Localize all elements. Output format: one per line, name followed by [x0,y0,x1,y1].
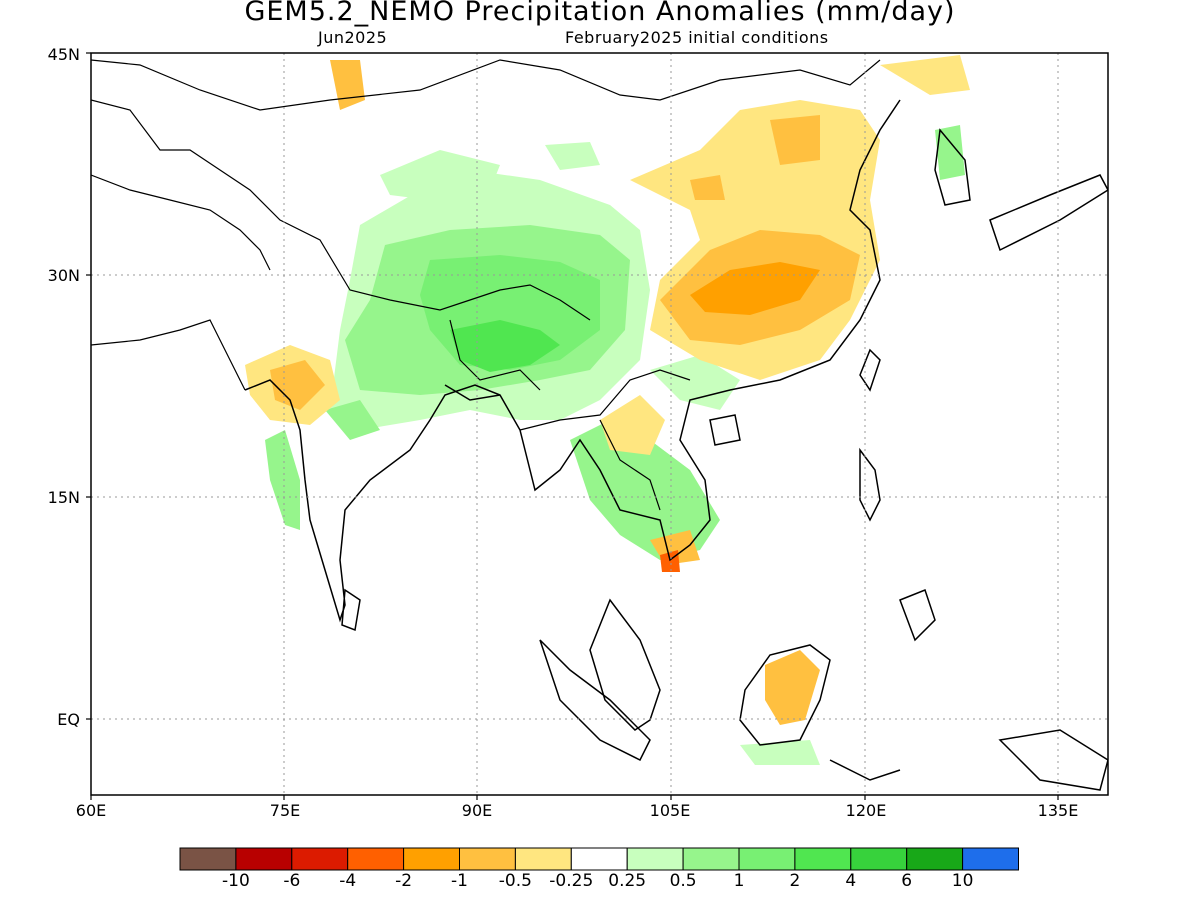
colorbar-tick-label: -2 [395,871,413,891]
lon-label-60e: 60E [75,801,107,820]
map-title: GEM5.2_NEMO Precipitation Anomalies (mm/… [244,0,956,27]
colorbar-swatch [794,847,852,871]
anomaly-wet-south-china [650,355,740,410]
colorbar-swatch [403,847,461,871]
valid-month-label: Jun2025 [318,28,388,47]
colorbar-tick-label: 0.5 [669,871,697,891]
anomaly-dry-laos [600,395,665,455]
colorbar-swatch [570,847,628,871]
anomaly-wet-maritime [740,740,820,765]
colorbar-swatch [682,847,740,871]
colorbar-tick-label: -6 [283,871,301,891]
anomaly-wet-korea [935,125,965,180]
lat-label-eq: EQ [57,710,80,729]
colorbar-swatch [179,847,237,871]
colorbar-swatch [850,847,908,871]
anomaly-shading [245,55,970,765]
coastlines [244,99,1108,791]
graticule [91,53,1108,795]
colorbar-tick-label: -0.5 [498,871,532,891]
anomaly-dry-inner-mongolia [690,175,725,200]
map-frame [90,52,1109,796]
lon-label-105e: 105E [649,801,691,820]
colorbar-tick-label: 0.25 [608,871,647,891]
colorbar-swatch [906,847,964,871]
anomaly-wet-western-ghats [265,430,300,530]
colorbar-swatch [347,847,405,871]
lon-label-75e: 75E [269,801,301,820]
anomaly-wet-north [380,150,500,200]
colorbar-tick-label: 10 [951,871,974,891]
initial-conditions-label: February2025 initial conditions [565,28,829,47]
lat-label-30n: 30N [47,266,80,285]
colorbar-swatch [514,847,572,871]
colorbar-swatch [291,847,349,871]
anomaly-wet-mongolia [545,142,600,170]
colorbar-tick-label: -10 [222,871,250,891]
colorbar-swatch [626,847,684,871]
colorbar-swatch [738,847,796,871]
colorbar-tick-label: -4 [339,871,357,891]
colorbar-tick-label: 4 [845,871,857,891]
anomaly-wet-indochina [570,420,720,560]
lon-label-135e: 135E [1037,801,1079,820]
colorbar-tick-label: -0.25 [549,871,594,891]
anomaly-dry-borneo [765,650,820,725]
lat-label-15n: 15N [47,488,80,507]
colorbar-tick-label: -1 [451,871,468,891]
axis-ticks [86,52,1059,800]
anomaly-dry-north-china [770,115,820,165]
country-borders [91,59,881,511]
colorbar [179,847,1019,871]
lat-label-45n: 45N [47,45,80,64]
colorbar-swatch [962,847,1019,871]
anomaly-wet-central-india [325,400,380,440]
anomaly-dry-northeast [880,55,970,95]
colorbar-swatch [235,847,293,871]
colorbar-tick-label: 1 [733,871,745,891]
anomaly-dry-kazakhstan [330,60,365,110]
lon-label-90e: 90E [461,801,493,820]
colorbar-tick-label: 6 [901,871,913,891]
colorbar-tick-label: 2 [789,871,801,891]
lon-label-120e: 120E [845,801,887,820]
colorbar-swatch [459,847,516,871]
